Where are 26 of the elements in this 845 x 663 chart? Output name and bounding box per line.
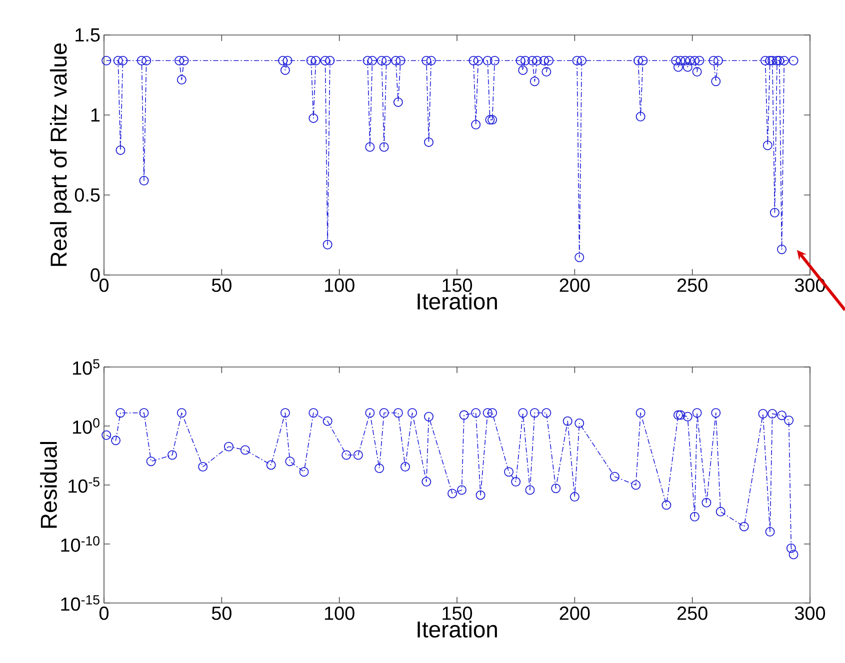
x-tick-label: 100 xyxy=(324,606,354,620)
x-tick-label: 250 xyxy=(678,606,708,620)
y-tick-label: 1.5 xyxy=(76,28,100,42)
x-tick-label: 50 xyxy=(212,278,232,292)
y-tick-label: 0.5 xyxy=(74,188,100,202)
x-tick-label: 200 xyxy=(560,278,590,292)
x-tick-label: 0 xyxy=(99,278,109,292)
x-tick-label: 250 xyxy=(678,278,708,292)
x-tick-label: 150 xyxy=(442,278,472,292)
x-tick-label: 150 xyxy=(442,606,472,620)
x-axis-title: Iteration xyxy=(418,292,497,310)
x-tick-label: 50 xyxy=(212,606,232,620)
y-axis-title: Real part of Ritz value xyxy=(50,43,72,266)
y-axis-title: Residual xyxy=(40,442,57,528)
y-tick-label: 10$^{5}$ xyxy=(72,359,100,375)
x-tick-label: 200 xyxy=(560,606,590,620)
x-tick-label: 100 xyxy=(324,278,354,292)
y-tick-label: 10$^{0}$ xyxy=(72,418,100,434)
y-tick-label: 10$^{-5}$ xyxy=(68,477,100,493)
x-axis-title: Iteration xyxy=(418,620,497,638)
y-tick-label: 0 xyxy=(90,268,100,282)
y-tick-label: 10$^{-10}$ xyxy=(61,536,100,552)
x-tick-label: 0 xyxy=(99,606,109,620)
x-tick-label: 300 xyxy=(794,606,826,620)
y-tick-label: 10$^{-15}$ xyxy=(61,595,100,611)
y-tick-label: 1 xyxy=(91,108,100,122)
